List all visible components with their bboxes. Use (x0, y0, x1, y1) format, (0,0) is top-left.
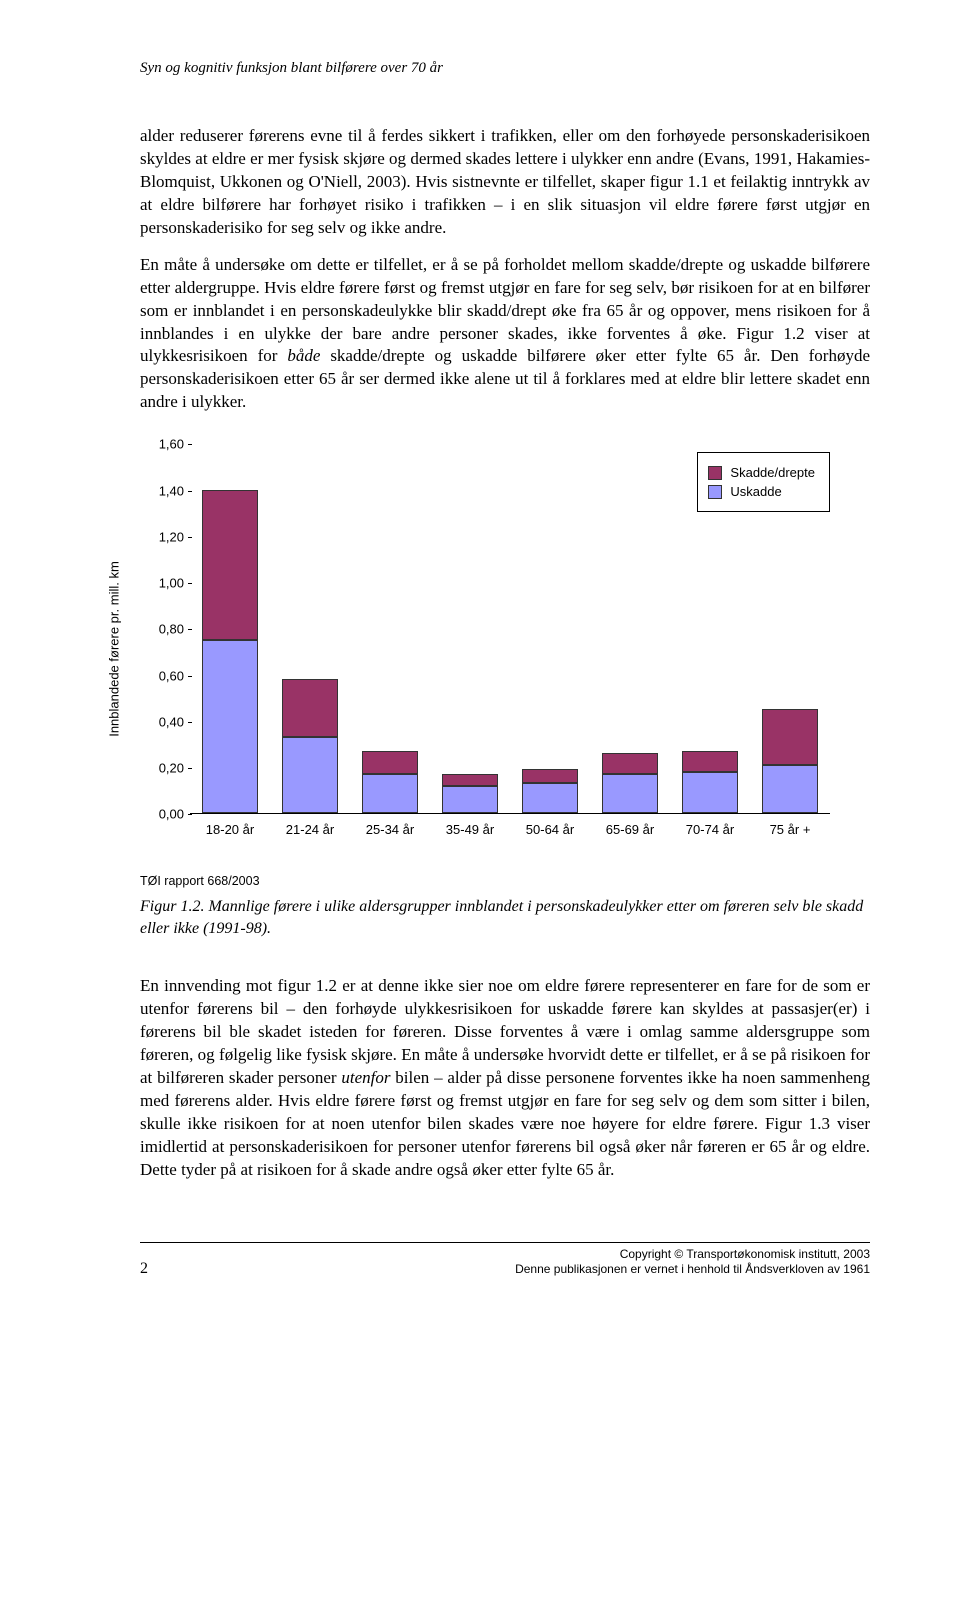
bar-chart: Innblandede førere pr. mill. km Skadde/d… (120, 434, 860, 864)
bar-segment-lower (762, 765, 818, 814)
page-footer: 2 Copyright © Transportøkonomisk institu… (140, 1242, 870, 1278)
x-tick-label: 18-20 år (190, 822, 270, 837)
bar (762, 709, 818, 813)
y-tick-label: 1,40 (120, 483, 184, 498)
bar-segment-lower (442, 786, 498, 814)
legend-swatch-icon (708, 466, 722, 480)
chart-source: TØI rapport 668/2003 (140, 874, 870, 888)
bar-segment-upper (202, 490, 258, 640)
y-tick-mark (188, 722, 192, 723)
bar-segment-upper (602, 753, 658, 774)
bar (522, 769, 578, 813)
running-head: Syn og kognitiv funksjon blant bilførere… (140, 60, 870, 77)
chart-figure: Innblandede førere pr. mill. km Skadde/d… (140, 434, 870, 864)
y-tick-mark (188, 444, 192, 445)
bar (282, 679, 338, 813)
copyright-line-2: Denne publikasjonen er vernet i henhold … (515, 1262, 870, 1278)
bar (602, 753, 658, 813)
x-tick-label: 65-69 år (590, 822, 670, 837)
x-tick-label: 25-34 år (350, 822, 430, 837)
y-tick-mark (188, 583, 192, 584)
y-tick-label: 0,20 (120, 761, 184, 776)
legend-label: Skadde/drepte (730, 465, 815, 480)
copyright-block: Copyright © Transportøkonomisk institutt… (515, 1247, 870, 1278)
y-tick-label: 0,80 (120, 622, 184, 637)
y-tick-label: 1,60 (120, 437, 184, 452)
figure-caption: Figur 1.2. Mannlige førere i ulike alder… (140, 896, 870, 939)
bar-segment-upper (362, 751, 418, 774)
paragraph-1: alder reduserer førerens evne til å ferd… (140, 125, 870, 240)
y-tick-label: 1,00 (120, 576, 184, 591)
bar (682, 751, 738, 813)
y-tick-label: 0,40 (120, 714, 184, 729)
bar-segment-lower (282, 737, 338, 813)
bar-segment-upper (282, 679, 338, 737)
para3-emphasis: utenfor (341, 1068, 390, 1087)
bar-segment-upper (522, 769, 578, 783)
y-tick-mark (188, 537, 192, 538)
paragraph-3: En innvending mot figur 1.2 er at denne … (140, 975, 870, 1181)
y-tick-mark (188, 629, 192, 630)
copyright-line-1: Copyright © Transportøkonomisk institutt… (515, 1247, 870, 1263)
legend-swatch-icon (708, 485, 722, 499)
bar-segment-lower (362, 774, 418, 813)
paragraph-2: En måte å undersøke om dette er tilfelle… (140, 254, 870, 415)
y-tick-label: 1,20 (120, 529, 184, 544)
chart-legend: Skadde/drepte Uskadde (697, 452, 830, 512)
y-tick-mark (188, 491, 192, 492)
x-tick-label: 75 år + (750, 822, 830, 837)
bar (362, 751, 418, 813)
page-number: 2 (140, 1260, 148, 1278)
y-tick-label: 0,00 (120, 807, 184, 822)
legend-row: Uskadde (708, 484, 815, 499)
bar-segment-lower (682, 772, 738, 814)
bar-segment-upper (442, 774, 498, 786)
bar-segment-upper (682, 751, 738, 772)
y-tick-mark (188, 814, 192, 815)
x-tick-label: 70-74 år (670, 822, 750, 837)
para2-emphasis: både (287, 346, 320, 365)
legend-label: Uskadde (730, 484, 781, 499)
y-tick-label: 0,60 (120, 668, 184, 683)
bar-segment-upper (762, 709, 818, 765)
bar (442, 774, 498, 813)
bar-segment-lower (522, 783, 578, 813)
bar-segment-lower (202, 640, 258, 813)
y-tick-mark (188, 676, 192, 677)
y-tick-mark (188, 768, 192, 769)
x-tick-label: 50-64 år (510, 822, 590, 837)
x-tick-label: 35-49 år (430, 822, 510, 837)
bar-segment-lower (602, 774, 658, 813)
legend-row: Skadde/drepte (708, 465, 815, 480)
x-tick-label: 21-24 år (270, 822, 350, 837)
bar (202, 490, 258, 814)
